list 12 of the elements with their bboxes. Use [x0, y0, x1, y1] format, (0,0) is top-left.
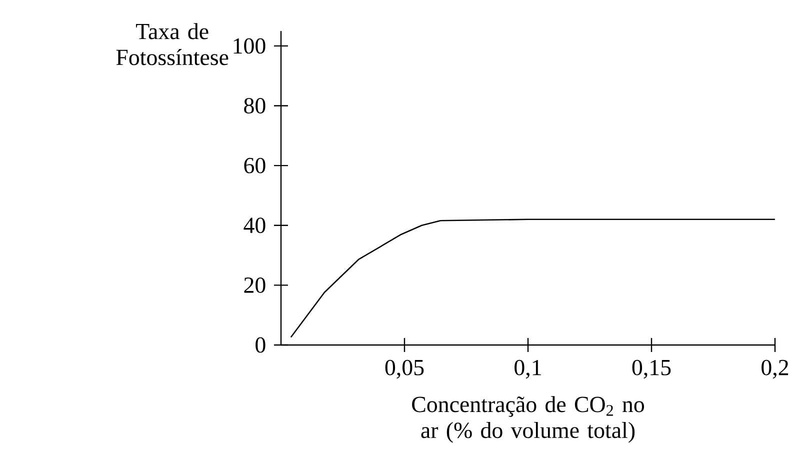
x-tick-label: 0,15 [632, 360, 671, 379]
y-tick-label: 80 [244, 98, 266, 114]
x-tick-label: 0,05 [385, 360, 424, 379]
x-tick-label: 0,1 [514, 360, 541, 379]
y-tick-label: 20 [244, 277, 266, 293]
y-tick-label: 0 [256, 337, 266, 353]
y-tick-label: 100 [234, 38, 266, 54]
y-tick-label: 60 [244, 158, 266, 174]
x-tick-label: 0,2 [762, 360, 788, 379]
y-tick-label: 40 [244, 218, 266, 234]
y-axis-title: Taxa de Fotossíntese [116, 23, 228, 66]
x-axis-title: Concentração de CO$_{2}$ no ar (% do volume total) [412, 396, 644, 443]
